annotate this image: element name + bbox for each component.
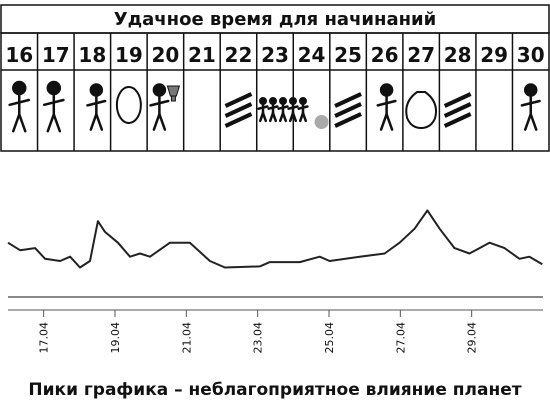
caption: Пики графика – неблагоприятное влияние п… <box>28 380 521 400</box>
stick-figure <box>86 83 107 131</box>
leg <box>529 112 538 131</box>
head <box>46 80 62 96</box>
head <box>379 83 394 97</box>
day-number: 20 <box>151 43 179 67</box>
leg <box>379 112 388 131</box>
day-number: 19 <box>115 43 143 67</box>
day-number: 27 <box>407 43 435 67</box>
head <box>89 83 104 97</box>
phone-icon <box>115 86 142 124</box>
stick-figure <box>42 80 65 133</box>
leg <box>281 111 287 123</box>
leg <box>291 111 297 123</box>
calendar-grid <box>0 32 550 152</box>
x-tick-label: 25.04 <box>323 322 336 354</box>
head <box>152 83 167 97</box>
data-line <box>7 209 543 269</box>
bad-day-stripe <box>334 102 362 118</box>
day-number: 17 <box>42 43 70 67</box>
small-figure <box>257 97 269 123</box>
leg <box>523 112 532 131</box>
day-number: 18 <box>78 43 106 67</box>
head <box>12 80 27 96</box>
leg <box>152 112 161 131</box>
leg <box>12 113 21 133</box>
bad-day-stripe <box>334 112 362 128</box>
x-tick-label: 29.04 <box>466 322 479 354</box>
leg <box>385 112 394 131</box>
money-bag-icon <box>405 91 438 130</box>
day-number: 16 <box>5 43 33 67</box>
bad-day-stripe <box>224 92 253 108</box>
x-tick-label: 23.04 <box>252 322 265 354</box>
x-tick-label: 19.04 <box>109 322 122 354</box>
trophy-icon <box>166 85 181 102</box>
leg <box>261 111 267 123</box>
arm <box>267 105 279 110</box>
cloud-icon <box>314 115 329 129</box>
leg <box>158 112 167 131</box>
day-number: 24 <box>298 43 326 67</box>
stick-figure <box>520 83 541 131</box>
day-number: 30 <box>517 43 545 67</box>
x-tick-label: 27.04 <box>394 322 407 354</box>
arm <box>297 105 309 110</box>
leg <box>46 113 56 133</box>
small-figure <box>297 97 309 123</box>
day-number: 23 <box>261 43 289 67</box>
day-number: 26 <box>371 43 399 67</box>
day-number: 22 <box>225 43 253 67</box>
bad-day-stripe <box>334 92 362 108</box>
arm <box>520 99 541 107</box>
small-figure <box>277 97 289 123</box>
head <box>523 83 538 97</box>
arm <box>277 105 289 110</box>
small-figure <box>287 97 299 123</box>
day-number: 25 <box>334 43 362 67</box>
title: Удачное время для начинаний <box>114 9 437 30</box>
stick-figure <box>376 83 397 131</box>
bad-day-stripe <box>224 102 253 118</box>
arm <box>287 105 299 110</box>
leg <box>271 111 277 123</box>
leg <box>95 112 104 131</box>
bad-day-stripe <box>443 112 472 128</box>
arm <box>8 98 31 107</box>
arm <box>376 99 397 107</box>
bad-day-stripe <box>224 112 253 128</box>
leg <box>18 113 27 133</box>
day-number: 21 <box>188 43 216 67</box>
stick-figure <box>149 83 170 131</box>
arm <box>42 98 65 107</box>
arm <box>257 105 269 110</box>
leg <box>301 111 307 123</box>
day-number: 28 <box>444 43 472 67</box>
x-tick-label: 21.04 <box>180 322 193 354</box>
small-figure <box>267 97 279 123</box>
arm <box>86 99 107 107</box>
leg <box>52 113 62 133</box>
arm <box>149 99 170 107</box>
stick-figure <box>8 80 31 133</box>
day-number: 29 <box>480 43 508 67</box>
bad-day-stripe <box>443 102 472 118</box>
x-tick-label: 17.04 <box>38 322 51 354</box>
bad-day-stripe <box>443 92 472 108</box>
leg <box>89 112 98 131</box>
